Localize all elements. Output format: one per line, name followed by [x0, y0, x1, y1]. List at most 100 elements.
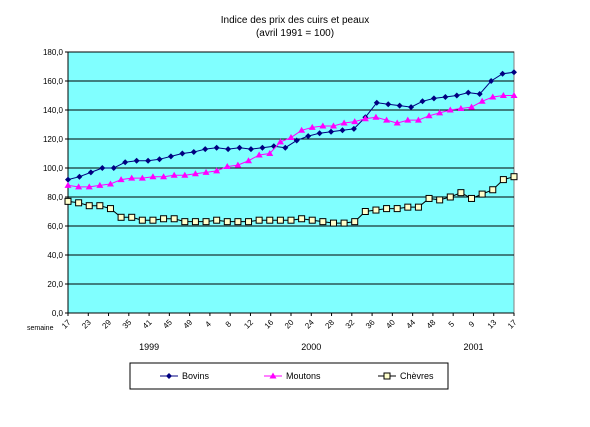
x-tick-label: 12 [242, 318, 255, 331]
data-point [393, 205, 401, 213]
data-point [223, 163, 231, 170]
data-point [276, 138, 284, 145]
data-point [499, 176, 507, 184]
data-point [87, 169, 94, 176]
data-point [122, 159, 129, 166]
data-point [351, 118, 359, 125]
data-point [255, 151, 263, 158]
data-point [373, 99, 380, 106]
data-point [191, 170, 199, 177]
data-point [282, 144, 289, 151]
x-tick-label: 45 [161, 318, 174, 331]
legend-label: Bovins [182, 371, 210, 381]
data-point [308, 123, 316, 130]
data-point [225, 146, 232, 153]
data-point [328, 128, 335, 135]
x-tick-label: 4 [203, 319, 213, 329]
data-point [404, 203, 412, 211]
x-axis-ticks: 17 23 29 35 41 45 49 4 8 12 16 20 24 28 32 36 40 44 48 5 9 13… [60, 313, 519, 331]
data-point [457, 189, 465, 197]
data-point [478, 97, 486, 104]
y-tick-label: 100,0 [43, 164, 64, 173]
data-point [85, 202, 93, 210]
data-point [106, 180, 114, 187]
data-point [468, 103, 476, 110]
data-point [316, 130, 323, 137]
year-label: 1999 [139, 342, 159, 352]
data-point [65, 176, 71, 183]
x-tick-label: 5 [447, 319, 457, 329]
data-point [149, 173, 157, 180]
x-tick-label: 9 [467, 319, 477, 329]
data-point [339, 127, 346, 134]
data-point [236, 144, 243, 151]
data-point [166, 373, 172, 379]
data-point [245, 218, 253, 226]
series-line [67, 71, 515, 181]
series-Bovins [65, 69, 517, 183]
y-tick-label: 160,0 [43, 77, 64, 86]
x-tick-label: 29 [100, 318, 113, 331]
data-point [128, 213, 136, 221]
data-point [385, 101, 392, 108]
data-point [305, 133, 312, 140]
data-point [179, 150, 186, 157]
x-tick-label: 36 [364, 318, 377, 331]
data-point [160, 173, 168, 180]
data-point [510, 92, 518, 98]
y-tick-label: 40,0 [47, 251, 63, 260]
legend-item: Chèvres [378, 371, 434, 381]
x-tick-label: 13 [486, 318, 499, 331]
data-point [436, 196, 444, 204]
data-point [383, 116, 391, 123]
plot-area-bg [67, 51, 515, 314]
data-point [191, 218, 199, 226]
x-tick-label: 49 [182, 318, 195, 331]
data-point [393, 119, 401, 126]
data-point [396, 102, 403, 109]
data-point [96, 181, 104, 188]
data-point [266, 216, 274, 224]
data-point [511, 69, 517, 76]
x-tick-label: 48 [425, 318, 438, 331]
x-tick-label: 20 [283, 318, 296, 331]
data-point [499, 70, 506, 77]
x-tick-label: 23 [80, 318, 93, 331]
data-point [156, 156, 163, 163]
data-point [202, 218, 210, 226]
data-point [308, 216, 316, 224]
legend-item: Moutons [264, 371, 321, 381]
data-point [276, 216, 284, 224]
data-point [453, 92, 460, 99]
year-labels: 1999 2000 2001 [139, 342, 483, 352]
data-point [117, 176, 125, 183]
data-point [190, 149, 197, 156]
y-tick-label: 60,0 [47, 222, 63, 231]
x-tick-label: 41 [141, 318, 154, 331]
data-point [361, 208, 369, 215]
data-point [510, 173, 518, 181]
data-point [245, 157, 253, 164]
x-axis-prefix: semaine [27, 325, 54, 332]
data-point [202, 168, 210, 175]
data-point [99, 165, 106, 171]
data-point [489, 186, 497, 194]
data-point [442, 93, 449, 100]
data-point [170, 171, 178, 178]
data-point [128, 174, 136, 181]
series-Chèvres [64, 173, 518, 227]
data-point [202, 146, 209, 153]
data-point [138, 216, 146, 224]
data-point [419, 98, 426, 105]
x-tick-label: 40 [384, 318, 397, 331]
data-point [372, 113, 380, 120]
x-tick-label: 17 [60, 318, 73, 331]
data-point [160, 215, 168, 223]
data-point [247, 146, 254, 153]
data-point [287, 134, 295, 141]
data-point [425, 112, 433, 119]
data-point [293, 137, 300, 144]
data-point [96, 202, 104, 210]
data-point [340, 219, 348, 227]
